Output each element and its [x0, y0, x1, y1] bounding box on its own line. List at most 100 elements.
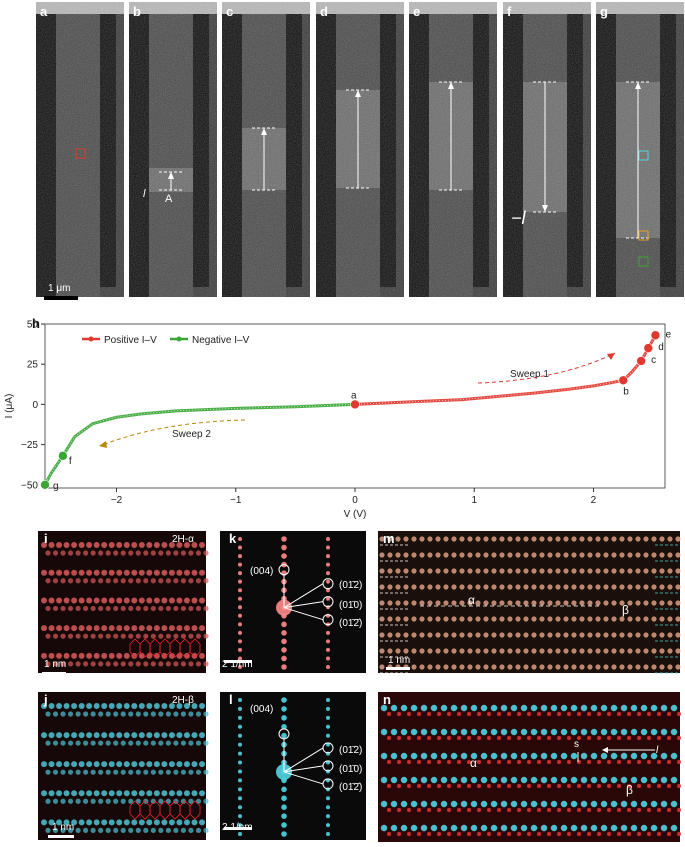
atom	[180, 798, 187, 804]
atom	[470, 728, 478, 736]
tem-panel-g	[596, 2, 684, 297]
atom	[113, 740, 119, 746]
atom	[128, 798, 134, 804]
atom	[539, 616, 545, 622]
atom	[407, 760, 411, 764]
atom	[78, 790, 85, 797]
atom	[667, 568, 673, 574]
atom	[435, 632, 441, 638]
atom	[547, 736, 551, 740]
atom	[540, 800, 548, 808]
atom	[450, 752, 458, 760]
atom	[411, 600, 417, 606]
legend-marker-positive	[88, 336, 94, 342]
atom	[651, 600, 657, 606]
atom	[560, 704, 568, 712]
atom	[630, 776, 638, 784]
atom	[587, 784, 591, 788]
atom	[617, 808, 621, 812]
atom	[487, 784, 491, 788]
atom	[105, 661, 111, 667]
atom	[78, 625, 85, 632]
diffraction-spot	[281, 621, 287, 628]
atom	[407, 736, 411, 740]
atom	[158, 661, 164, 667]
atom	[203, 769, 209, 775]
atom	[120, 740, 126, 746]
diffraction-spot	[326, 832, 330, 836]
atom	[41, 569, 47, 576]
arrow-head	[602, 747, 608, 753]
atom	[537, 712, 541, 716]
atom	[499, 568, 505, 574]
atom	[108, 790, 115, 797]
atom	[527, 760, 531, 764]
atom	[555, 648, 561, 654]
atom	[617, 832, 621, 836]
atom	[120, 550, 126, 556]
atom	[611, 584, 617, 590]
atom	[379, 552, 385, 558]
atom	[475, 600, 481, 606]
atom	[168, 732, 175, 739]
alpha-label-m: α	[468, 593, 475, 607]
phase-label-j: 2H-β	[172, 695, 194, 706]
atom	[199, 625, 205, 632]
tem-image-row	[36, 2, 684, 300]
atom	[168, 569, 175, 576]
atom	[500, 824, 508, 832]
atom	[63, 703, 70, 709]
atom	[667, 832, 671, 836]
atom	[507, 832, 511, 836]
atom	[188, 769, 194, 775]
arrow-head	[261, 128, 267, 135]
atom	[45, 550, 51, 556]
diffraction-spot	[326, 605, 330, 610]
atom	[161, 790, 168, 797]
atom	[677, 784, 681, 788]
atom	[150, 827, 156, 833]
atom	[491, 552, 497, 558]
atom	[579, 568, 585, 574]
atom	[627, 712, 631, 716]
atom	[459, 616, 465, 622]
atom	[637, 832, 641, 836]
atom	[435, 584, 441, 590]
atom	[637, 784, 641, 788]
atom	[579, 664, 585, 670]
atom	[547, 648, 553, 654]
atom	[475, 552, 481, 558]
atom	[52, 605, 59, 612]
atom	[590, 776, 598, 784]
atom	[659, 600, 665, 606]
atom	[90, 661, 96, 667]
atom	[98, 661, 104, 667]
atom	[123, 732, 130, 739]
atom	[71, 790, 78, 797]
atom	[128, 605, 134, 612]
atom	[143, 578, 149, 584]
atom	[161, 819, 168, 826]
atom	[480, 800, 488, 808]
atom	[387, 648, 393, 654]
atom	[563, 552, 569, 558]
atom	[675, 552, 681, 558]
region-label-a: A	[165, 193, 173, 205]
atom	[550, 704, 558, 712]
scalebar-label-l: 2 1/nm	[222, 822, 253, 833]
atom	[595, 568, 601, 574]
atom	[168, 703, 175, 709]
atom	[677, 712, 681, 716]
atom	[650, 824, 658, 832]
atom	[659, 632, 665, 638]
atom	[75, 633, 81, 639]
atom	[627, 632, 633, 638]
atom	[635, 552, 641, 558]
atom	[116, 625, 123, 632]
atom	[477, 832, 481, 836]
spot-arrow	[283, 747, 324, 773]
atom	[161, 703, 168, 709]
atom	[675, 536, 681, 542]
atom	[487, 712, 491, 716]
atom	[188, 633, 194, 639]
